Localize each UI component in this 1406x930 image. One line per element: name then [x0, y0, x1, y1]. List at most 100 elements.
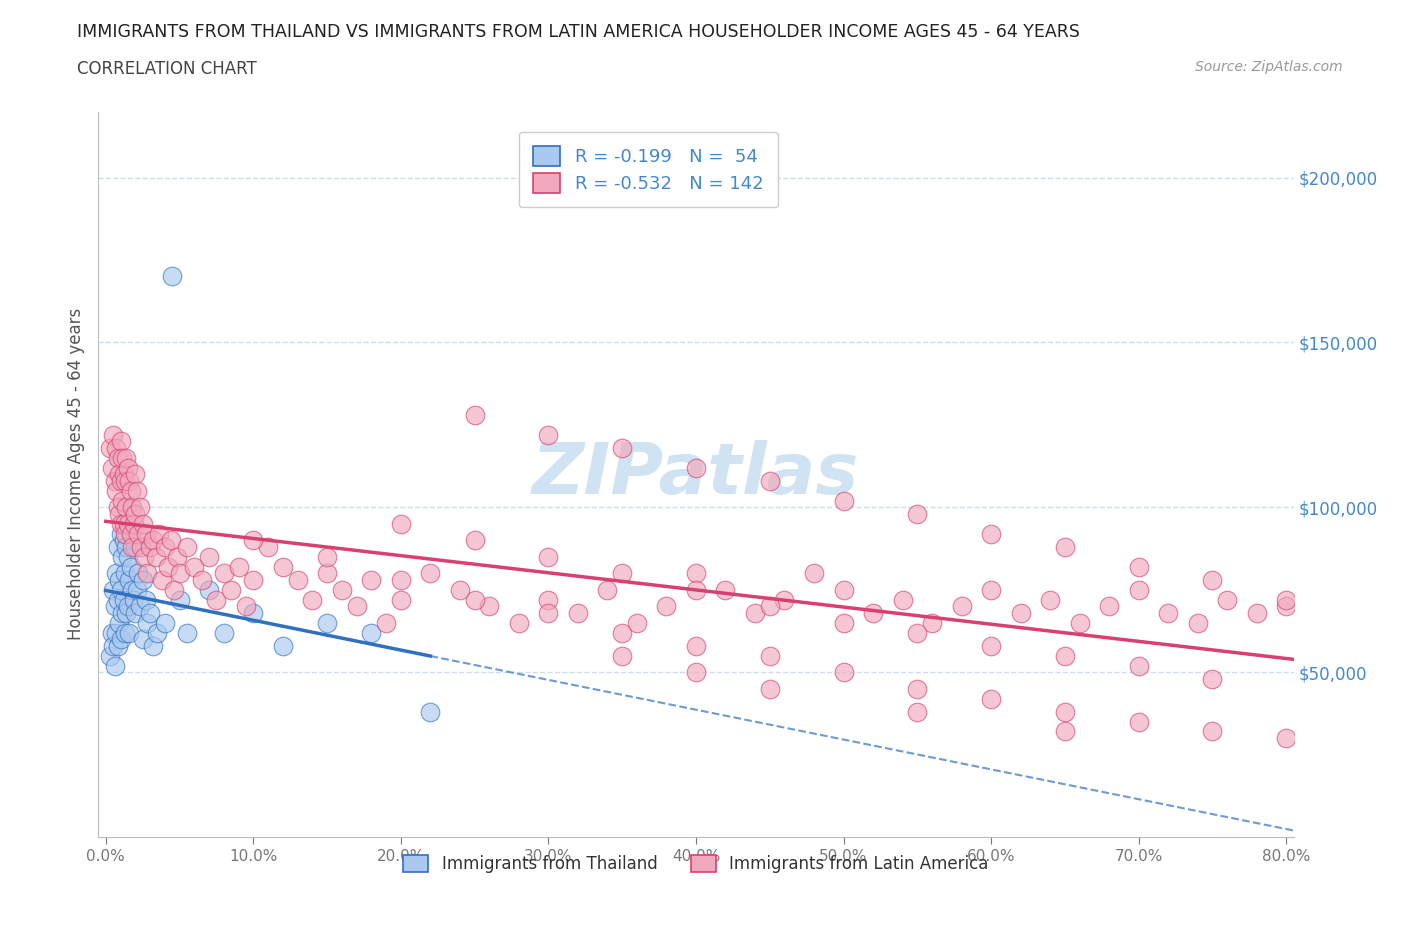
Point [235, 599, 257, 614]
Point [169, 592, 191, 607]
Point [316, 565, 339, 580]
Point [120, 484, 142, 498]
Point [360, 572, 382, 587]
Point [101, 582, 124, 597]
Point [612, 625, 634, 640]
Point [950, 599, 973, 614]
Point [114, 526, 136, 541]
Point [118, 625, 141, 640]
Point [124, 605, 146, 620]
Point [107, 592, 129, 607]
Point [228, 559, 250, 574]
Point [110, 582, 132, 597]
Point [980, 691, 1002, 706]
Point [122, 516, 145, 531]
Point [891, 592, 914, 607]
Point [104, 473, 127, 488]
Point [105, 441, 128, 456]
Point [121, 539, 143, 554]
Point [685, 565, 707, 580]
Point [419, 704, 441, 719]
Point [205, 592, 228, 607]
Point [449, 582, 471, 597]
Point [131, 572, 153, 587]
Point [758, 681, 780, 696]
Point [464, 407, 486, 422]
Point [101, 638, 124, 653]
Point [112, 533, 135, 548]
Point [419, 565, 441, 580]
Point [1201, 724, 1223, 739]
Point [124, 467, 146, 482]
Point [316, 550, 339, 565]
Point [98, 648, 121, 663]
Point [655, 599, 678, 614]
Point [1128, 658, 1150, 673]
Point [111, 550, 134, 565]
Point [120, 559, 142, 574]
Point [773, 592, 796, 607]
Point [107, 499, 129, 514]
Point [1216, 592, 1239, 607]
Point [107, 638, 129, 653]
Point [508, 616, 530, 631]
Point [111, 605, 134, 620]
Point [257, 539, 280, 554]
Point [104, 599, 127, 614]
Y-axis label: Householder Income Ages 45 - 64 years: Householder Income Ages 45 - 64 years [66, 308, 84, 641]
Point [1275, 731, 1298, 746]
Point [153, 539, 176, 554]
Point [537, 605, 560, 620]
Point [176, 539, 198, 554]
Point [626, 616, 648, 631]
Point [117, 550, 139, 565]
Point [1201, 671, 1223, 686]
Point [464, 533, 486, 548]
Text: Source: ZipAtlas.com: Source: ZipAtlas.com [1195, 60, 1343, 74]
Point [1275, 599, 1298, 614]
Point [145, 550, 167, 565]
Point [136, 616, 159, 631]
Point [1157, 605, 1180, 620]
Point [139, 539, 162, 554]
Point [1053, 724, 1076, 739]
Point [1069, 616, 1091, 631]
Point [714, 582, 737, 597]
Point [120, 526, 142, 541]
Point [128, 499, 150, 514]
Point [107, 539, 129, 554]
Point [921, 616, 943, 631]
Point [125, 582, 148, 597]
Point [685, 460, 707, 475]
Point [108, 572, 131, 587]
Point [111, 493, 134, 508]
Point [905, 625, 928, 640]
Point [905, 681, 928, 696]
Point [1128, 559, 1150, 574]
Point [111, 450, 134, 465]
Point [330, 582, 353, 597]
Point [159, 533, 181, 548]
Point [118, 572, 141, 587]
Point [389, 572, 412, 587]
Point [803, 565, 825, 580]
Point [212, 565, 235, 580]
Point [131, 516, 153, 531]
Point [148, 526, 170, 541]
Point [832, 582, 855, 597]
Point [166, 550, 188, 565]
Point [134, 550, 156, 565]
Point [129, 539, 152, 554]
Point [114, 473, 136, 488]
Point [832, 665, 855, 680]
Point [114, 565, 136, 580]
Point [758, 648, 780, 663]
Point [612, 441, 634, 456]
Point [183, 559, 205, 574]
Point [100, 460, 122, 475]
Point [124, 539, 146, 554]
Point [212, 625, 235, 640]
Text: IMMIGRANTS FROM THAILAND VS IMMIGRANTS FROM LATIN AMERICA HOUSEHOLDER INCOME AGE: IMMIGRANTS FROM THAILAND VS IMMIGRANTS F… [77, 23, 1080, 41]
Point [980, 638, 1002, 653]
Point [1053, 648, 1076, 663]
